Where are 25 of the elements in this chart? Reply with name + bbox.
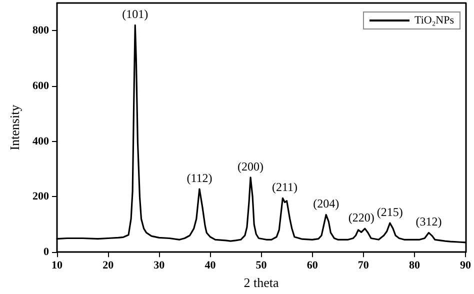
y-tick-label: 600	[32, 80, 50, 92]
x-tick-label: 90	[460, 260, 472, 272]
x-tick-label: 40	[204, 260, 216, 272]
x-tick-label: 30	[154, 260, 166, 272]
annotation: (200)	[238, 159, 264, 174]
annotation: (312)	[416, 214, 442, 229]
x-tick-label: 70	[358, 260, 370, 272]
legend-label: TiO₂NPs	[414, 14, 454, 26]
x-tick-label: 20	[102, 260, 114, 272]
annotation: (215)	[376, 205, 403, 220]
annotation: (220)	[348, 210, 374, 225]
x-tick-label: 60	[306, 260, 318, 272]
y-tick-label: 400	[32, 135, 50, 148]
annotation: (211)	[272, 180, 298, 194]
x-tick-label: 80	[408, 260, 420, 272]
annotation: (112)	[186, 170, 212, 185]
annotation: (101)	[122, 7, 148, 22]
x-tick-label: 10	[52, 260, 63, 272]
x-tick-label: 50	[256, 260, 268, 272]
x-axis-title: 2 theta	[244, 275, 279, 290]
y-tick-label: 200	[32, 190, 50, 203]
annotation: (204)	[313, 196, 340, 211]
y-tick-label: 800	[32, 24, 50, 37]
y-axis-title: Intensity	[7, 104, 22, 150]
y-tick-label: 0	[44, 246, 50, 258]
